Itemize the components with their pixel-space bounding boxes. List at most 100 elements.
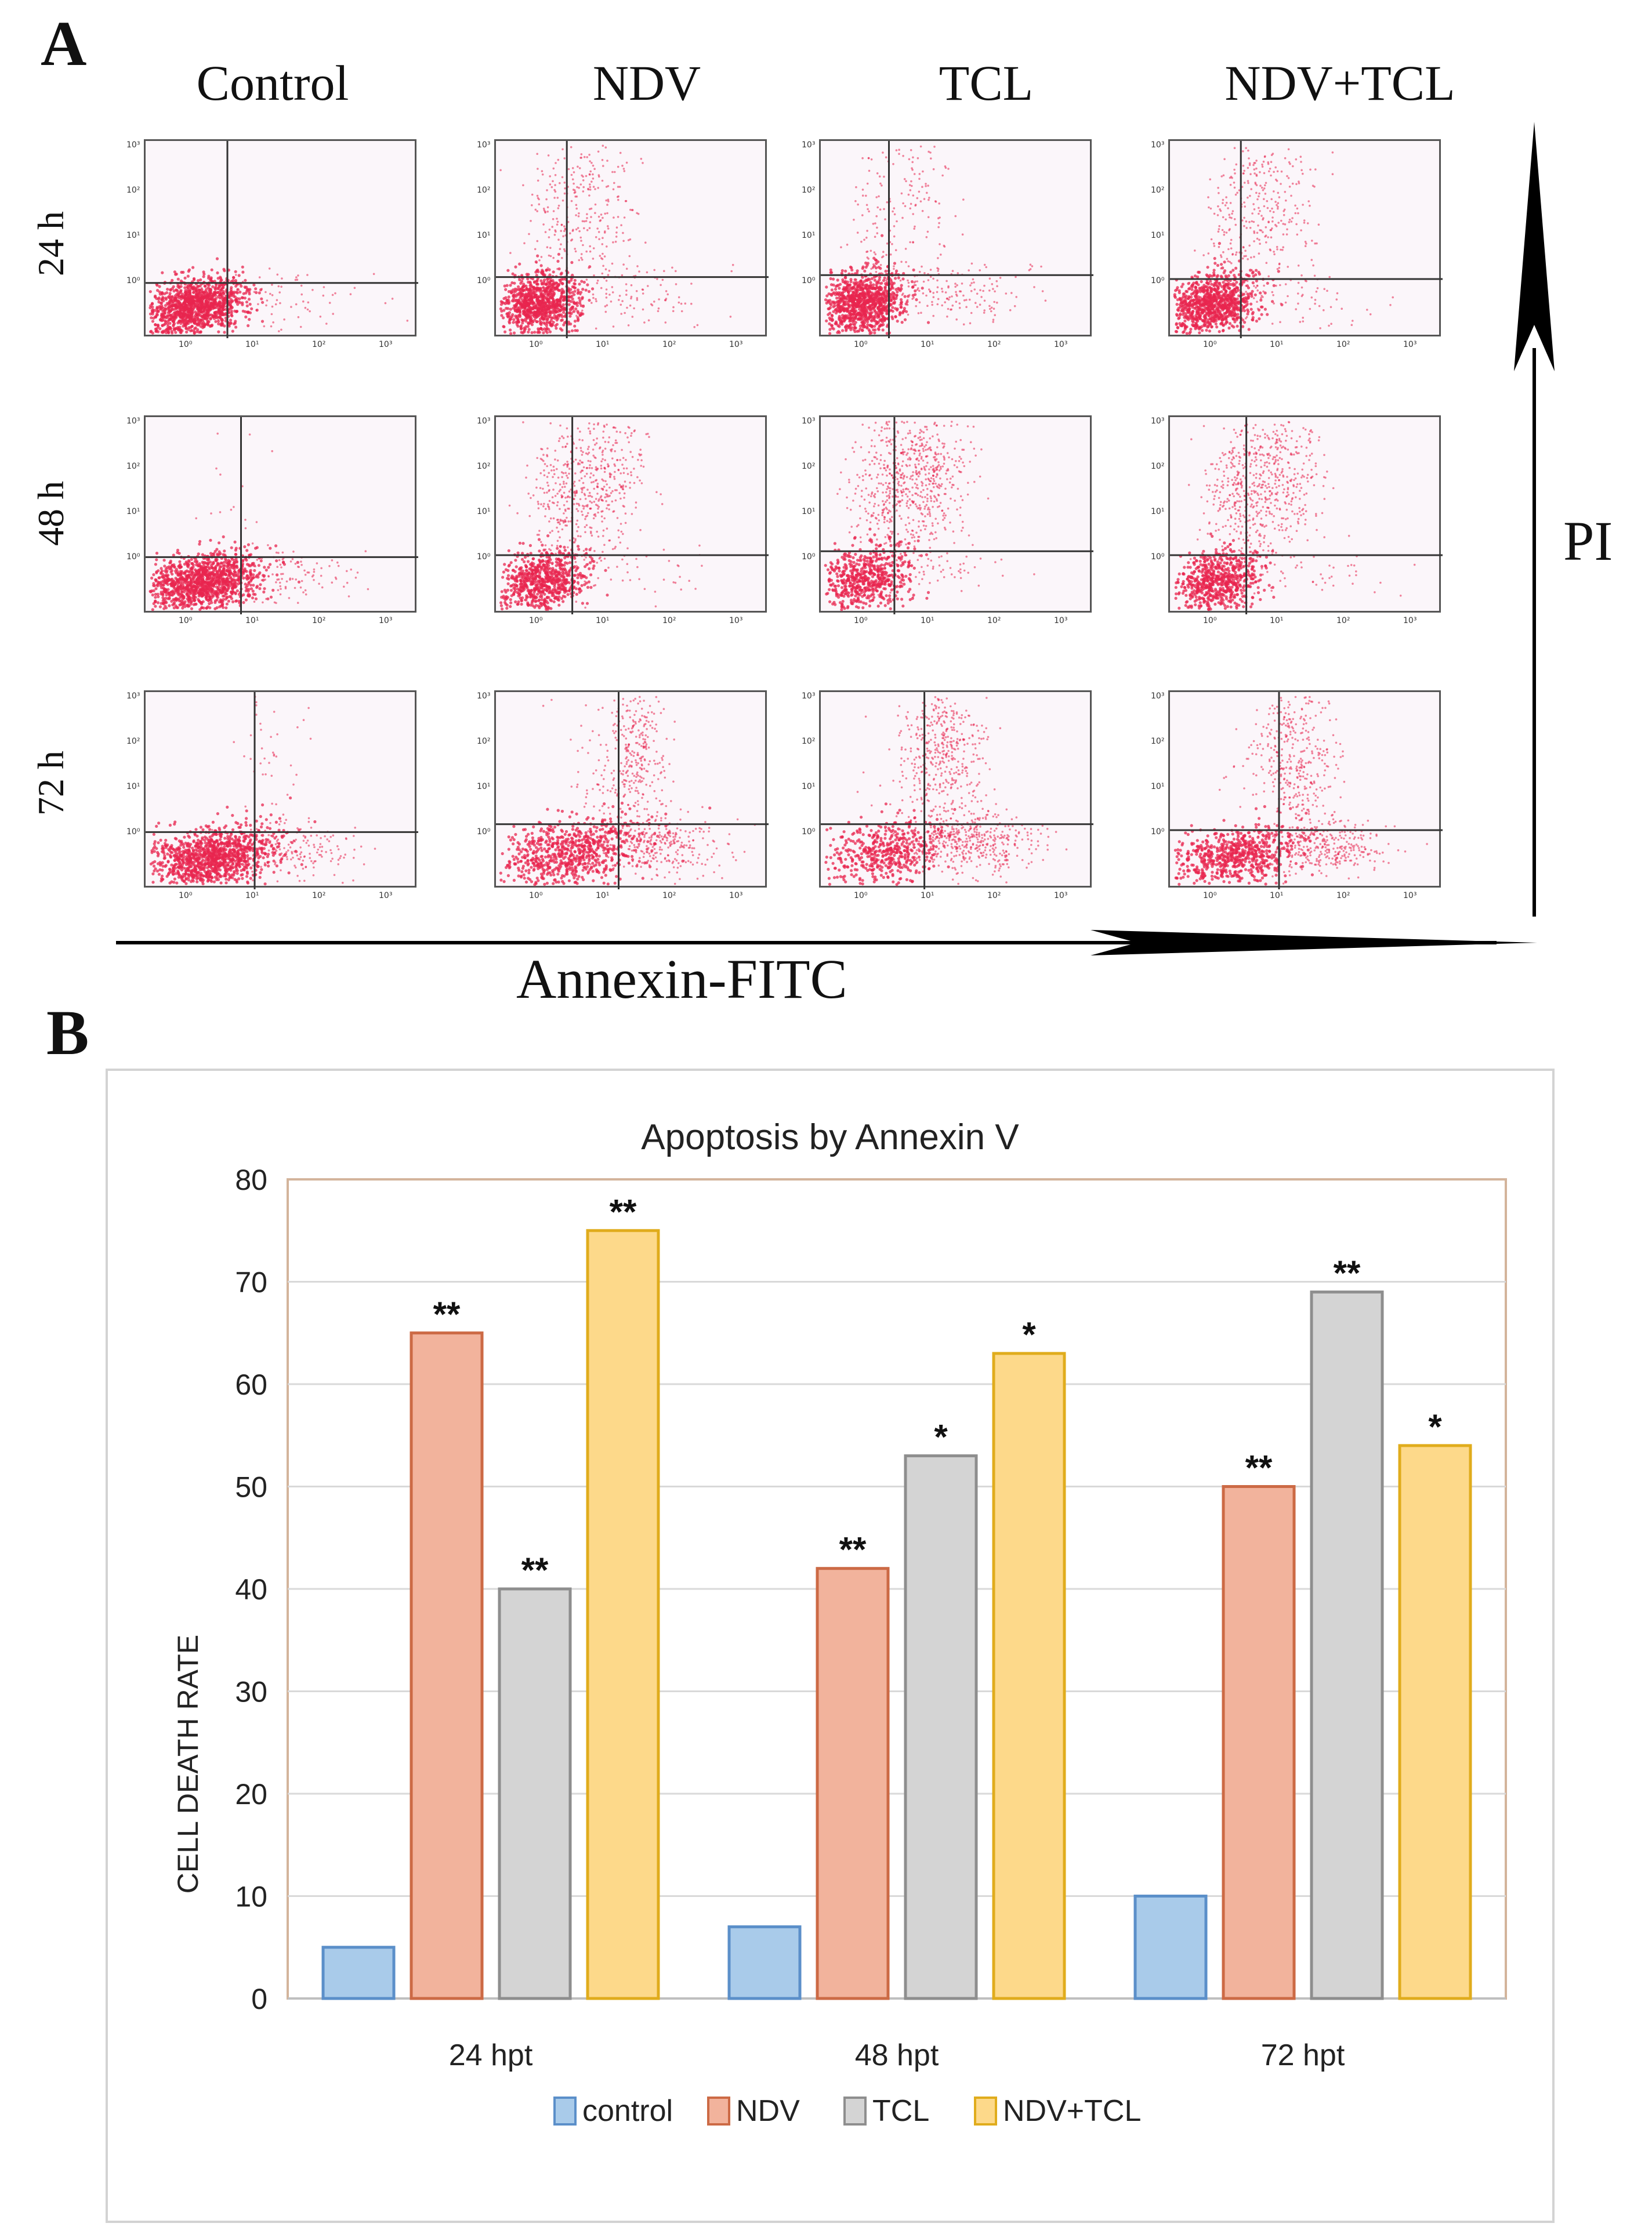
- x-tick-label: 10²: [987, 340, 1001, 349]
- y-tick-label: 10¹: [126, 507, 140, 516]
- x-tick-label: 10¹: [1270, 616, 1284, 625]
- legend-label: TCL: [872, 2094, 929, 2128]
- y-tick-label: 10⁰: [126, 827, 140, 837]
- bar-ndv-tcl-1: [992, 1352, 1066, 2000]
- y-tick-label: 10³: [477, 417, 491, 426]
- x-tick-label: 10⁰: [854, 616, 868, 625]
- x-tick-label: 10²: [312, 340, 326, 349]
- y-tick-label: 10²: [802, 737, 816, 746]
- panel-a-letter: A: [41, 8, 87, 79]
- y-tick-label: 60: [235, 1368, 267, 1401]
- y-tick-label: 10²: [477, 737, 491, 746]
- y-tick-label: 10¹: [802, 231, 816, 240]
- bars: [321, 1229, 1472, 2000]
- y-tick-label: 10¹: [126, 231, 140, 240]
- y-tick-label: 10³: [802, 140, 816, 150]
- y-tick-label: 10⁰: [126, 552, 140, 562]
- dot-cloud: [1173, 147, 1394, 335]
- y-tick-label: 10⁰: [477, 276, 491, 285]
- x-tick-label: 10³: [379, 340, 393, 349]
- bar-tcl-0: [498, 1587, 572, 2000]
- y-tick-label: 10¹: [1151, 231, 1165, 240]
- bar-ndv-tcl-2: [1398, 1444, 1472, 2000]
- legend-label: control: [582, 2094, 673, 2128]
- y-tick-label: 10⁰: [477, 552, 491, 562]
- legend-label: NDV: [736, 2094, 800, 2128]
- column-label-control: Control: [196, 55, 349, 111]
- dot-plot-control-24h: [144, 139, 418, 338]
- y-tick-label: 10¹: [1151, 507, 1165, 516]
- x-tick-label: 10³: [1054, 340, 1068, 349]
- x-tick-label: 10¹: [245, 340, 259, 349]
- dot-plot-ndv-24h: [494, 139, 769, 338]
- dot-plot-control-72h: [144, 690, 418, 889]
- x-tick-label: 10²: [1336, 891, 1350, 900]
- x-tick-label: 10³: [1403, 616, 1417, 625]
- x-category-label: 24 hpt: [449, 2039, 533, 2072]
- y-tick-label: 10³: [477, 140, 491, 150]
- x-tick-label: 10²: [1336, 340, 1350, 349]
- y-tick-label: 10¹: [126, 782, 140, 791]
- x-tick-label: 10³: [379, 616, 393, 625]
- y-tick-label: 10³: [1151, 417, 1165, 426]
- y-tick-label: 10¹: [477, 231, 491, 240]
- y-tick-label: 10²: [802, 462, 816, 471]
- y-tick-label: 10³: [126, 140, 140, 150]
- dot-cloud: [824, 696, 1068, 886]
- y-tick-label: 10²: [126, 737, 140, 746]
- x-tick-label: 10⁰: [854, 891, 868, 900]
- y-tick-label: 10³: [1151, 140, 1165, 150]
- y-tick-label: 20: [235, 1778, 267, 1811]
- column-label-ndv-tcl: NDV+TCL: [1224, 55, 1455, 111]
- y-tick-label: 30: [235, 1676, 267, 1708]
- y-tick-label: 10³: [477, 691, 491, 701]
- y-tick-label: 10: [235, 1881, 267, 1913]
- y-tick-label: 10²: [477, 462, 491, 471]
- bar-tcl-1: [904, 1454, 978, 2000]
- legend-swatch-control: [553, 2097, 577, 2126]
- y-tick-label: 10⁰: [1151, 827, 1165, 837]
- dot-cloud: [824, 145, 1047, 335]
- dot-plot-ndv-tcl-48h: [1168, 415, 1443, 614]
- dot-plot-control-48h: [144, 415, 418, 614]
- dot-cloud: [1174, 421, 1416, 611]
- x-tick-label: 10⁰: [854, 340, 868, 349]
- x-tick-label: 10³: [1054, 891, 1068, 900]
- y-tick-label: 10²: [1151, 737, 1165, 746]
- x-tick-label: 10¹: [245, 616, 259, 625]
- bar-ndv-tcl-0: [586, 1229, 660, 2000]
- x-tick-label: 10³: [729, 340, 743, 349]
- dot-cloud: [148, 432, 369, 611]
- dot-plot-tcl-72h: [819, 690, 1093, 889]
- column-label-ndv: NDV: [592, 55, 701, 111]
- y-tick-label: 10²: [126, 186, 140, 195]
- y-tick-label: 10³: [802, 691, 816, 701]
- significance-label: **: [521, 1551, 549, 1589]
- x-tick-label: 10²: [312, 616, 326, 625]
- x-tick-label: 10⁰: [179, 616, 193, 625]
- x-tick-label: 10⁰: [529, 340, 543, 349]
- x-tick-label: 10²: [662, 616, 676, 625]
- x-tick-label: 10¹: [596, 340, 610, 349]
- bar-ndv-0: [410, 1331, 484, 2000]
- x-axis-title-annexin: Annexin-FITC: [516, 948, 847, 1010]
- dot-cloud: [149, 696, 376, 886]
- pi-arrowhead: [1514, 122, 1555, 371]
- x-tick-label: 10¹: [596, 616, 610, 625]
- y-tick-label: 70: [235, 1266, 267, 1299]
- significance-label: *: [1428, 1407, 1442, 1446]
- significance-label: **: [1334, 1254, 1361, 1292]
- chart-title: Apoptosis by Annexin V: [641, 1117, 1019, 1157]
- column-label-tcl: TCL: [939, 55, 1034, 111]
- y-tick-label: 10⁰: [802, 552, 816, 562]
- y-tick-label: 10¹: [477, 507, 491, 516]
- y-tick-label: 10³: [126, 691, 140, 701]
- y-tick-label: 10²: [1151, 462, 1165, 471]
- y-axis-title-pi: PI: [1563, 510, 1613, 572]
- significance-label: **: [610, 1192, 637, 1231]
- bar-control-1: [727, 1925, 802, 2000]
- bar-control-0: [321, 1946, 396, 2000]
- gridlines: [288, 1281, 1506, 2000]
- x-tick-label: 10³: [1403, 340, 1417, 349]
- panel-a-axes-arrows: [116, 122, 1555, 955]
